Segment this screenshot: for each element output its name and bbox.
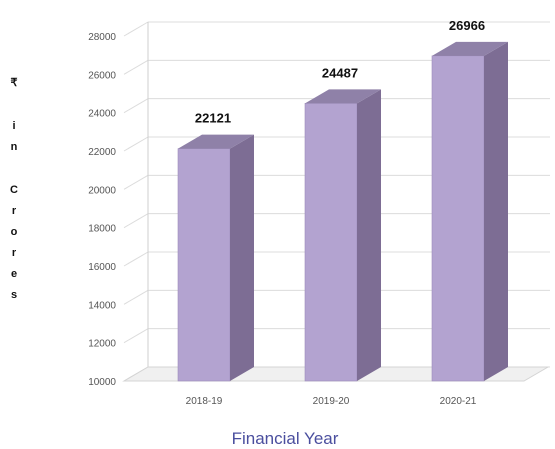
y-axis-label-char: s: [11, 289, 17, 301]
gridline-side: [123, 213, 149, 229]
bar-top: [305, 89, 381, 104]
y-axis-label-char: r: [12, 247, 17, 259]
x-tick-label: 2018-19: [186, 396, 223, 407]
gridline-side: [123, 289, 149, 305]
y-axis-label-char: n: [11, 141, 18, 153]
bar-2018-19: [177, 134, 254, 382]
bars: [177, 41, 508, 382]
y-axis-label-char: o: [11, 226, 18, 238]
bar-side: [230, 134, 254, 381]
gridline-side: [123, 251, 149, 267]
y-tick-label: 18000: [88, 224, 116, 235]
x-axis-ticks: 2018-19 2019-20 2020-21: [186, 396, 477, 407]
y-axis-label-char: e: [11, 268, 17, 280]
y-axis-label-char: i: [12, 120, 15, 132]
gridline-side: [123, 328, 149, 344]
y-tick-label: 26000: [88, 70, 116, 81]
bar-2019-20: [304, 89, 381, 382]
y-tick-label: 20000: [88, 185, 116, 196]
gridline-side: [123, 59, 149, 75]
y-axis-ticks: 10000 12000 14000 16000 18000 20000 22000 24000…: [88, 32, 116, 388]
bar-side: [484, 41, 508, 382]
y-tick-label: 16000: [88, 262, 116, 273]
y-tick-label: 10000: [88, 377, 116, 388]
bar-top: [178, 134, 254, 149]
y-tick-label: 22000: [88, 147, 116, 158]
data-label: 22121: [195, 111, 231, 126]
data-label: 24487: [322, 65, 358, 80]
y-axis-label-char: C: [10, 184, 18, 196]
y-axis-label-char: ₹: [11, 77, 18, 89]
bar-front: [177, 148, 231, 382]
data-label: 26966: [449, 18, 485, 33]
bar-front: [431, 55, 485, 382]
x-axis-title: Financial Year: [232, 429, 339, 448]
bar-front: [304, 103, 358, 382]
gridline-side: [123, 98, 149, 114]
bar-side: [357, 89, 381, 382]
bar-2020-21: [431, 41, 508, 382]
y-tick-label: 28000: [88, 32, 116, 43]
y-tick-label: 24000: [88, 109, 116, 120]
bar-top: [432, 41, 508, 56]
gridline-side: [123, 174, 149, 190]
gridline-side: [123, 21, 149, 37]
x-tick-label: 2019-20: [313, 396, 350, 407]
y-tick-label: 12000: [88, 339, 116, 350]
y-axis-label-char: r: [12, 205, 17, 217]
gridline-side: [123, 136, 149, 152]
x-tick-label: 2020-21: [440, 396, 477, 407]
y-tick-label: 14000: [88, 300, 116, 311]
data-labels: 22121 24487 26966: [195, 18, 485, 126]
